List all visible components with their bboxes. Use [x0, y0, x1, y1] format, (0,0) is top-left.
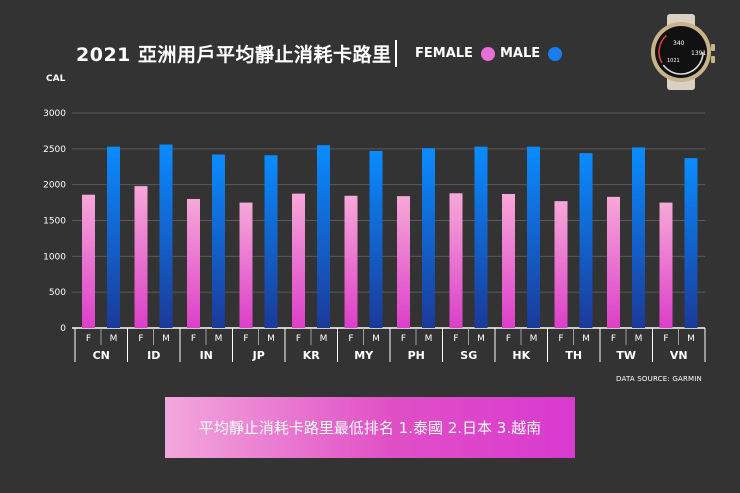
sub-label-male: M	[477, 334, 485, 344]
category-label-vn: VN	[670, 349, 688, 362]
sub-label-female: F	[296, 334, 301, 344]
sub-label-male: M	[582, 334, 590, 344]
bar-male-ph	[422, 148, 435, 328]
sub-label-female: F	[243, 334, 248, 344]
sub-label-female: F	[401, 334, 406, 344]
title-divider	[395, 40, 397, 67]
bar-male-sg	[474, 146, 488, 328]
y-tick-label: 500	[49, 288, 66, 298]
sub-label-female: F	[611, 334, 616, 344]
sub-label-male: M	[267, 334, 275, 344]
bar-female-jp	[239, 202, 253, 328]
legend-female: FEMALE	[415, 46, 495, 61]
legend-male: MALE	[500, 46, 563, 61]
bar-male-my	[369, 150, 383, 328]
ranking-banner: 平均靜止消耗卡路里最低排名 1.泰國 2.日本 3.越南	[165, 397, 575, 458]
sub-label-male: M	[320, 334, 328, 344]
y-tick-label: 1000	[43, 252, 66, 262]
bar-female-my	[344, 195, 358, 328]
category-label-in: IN	[200, 349, 213, 362]
category-label-th: TH	[565, 349, 582, 362]
sub-label-female: F	[506, 334, 511, 344]
category-label-jp: JP	[252, 349, 265, 362]
bar-male-vn	[684, 158, 698, 328]
sub-label-male: M	[110, 334, 118, 344]
sub-label-female: F	[663, 334, 668, 344]
bar-male-hk	[527, 146, 540, 328]
legend-male-dot	[548, 46, 563, 61]
sub-label-female: F	[191, 334, 196, 344]
bar-male-id	[159, 144, 173, 328]
category-label-id: ID	[147, 349, 160, 362]
sub-label-male: M	[215, 334, 223, 344]
bar-female-sg	[449, 193, 463, 328]
data-source: DATA SOURCE: GARMIN	[616, 375, 702, 383]
sub-label-male: M	[687, 334, 695, 344]
bar-female-th	[554, 201, 568, 328]
watch-value-left: 1021	[667, 58, 680, 64]
bar-male-tw	[632, 147, 645, 328]
bar-male-th	[579, 153, 593, 328]
watch-value-top: 340	[673, 40, 685, 47]
y-tick-label: 0	[60, 324, 66, 334]
legend-male-label: MALE	[500, 46, 541, 61]
category-label-ph: PH	[408, 349, 425, 362]
category-label-hk: HK	[512, 349, 530, 362]
bar-male-kr	[317, 145, 330, 328]
sub-label-female: F	[348, 334, 353, 344]
y-tick-label: 2000	[43, 181, 66, 191]
bar-female-hk	[502, 193, 515, 328]
bar-female-kr	[292, 193, 305, 328]
bar-male-in	[212, 154, 225, 328]
sub-label-male: M	[162, 334, 170, 344]
sub-label-male: M	[635, 334, 643, 344]
sub-label-female: F	[453, 334, 458, 344]
category-label-tw: TW	[616, 349, 636, 362]
bar-female-id	[134, 186, 148, 328]
bar-male-jp	[264, 155, 278, 328]
y-tick-label: 1500	[43, 217, 66, 227]
sub-label-female: F	[86, 334, 91, 344]
sub-label-female: F	[558, 334, 563, 344]
y-tick-label: 3000	[43, 109, 66, 119]
sub-label-female: F	[138, 334, 143, 344]
category-label-cn: CN	[93, 349, 110, 362]
watch-value-right: 1391	[691, 50, 706, 57]
bar-female-ph	[397, 196, 410, 328]
bar-female-cn	[82, 194, 95, 328]
bar-female-vn	[659, 202, 673, 328]
bar-female-tw	[607, 196, 620, 328]
bar-male-cn	[107, 146, 120, 328]
category-label-kr: KR	[303, 349, 321, 362]
legend-female-dot	[480, 46, 495, 61]
category-label-sg: SG	[460, 349, 477, 362]
sub-label-male: M	[425, 334, 433, 344]
category-label-my: MY	[354, 349, 374, 362]
y-tick-label: 2500	[43, 145, 66, 155]
sub-label-male: M	[530, 334, 538, 344]
legend-female-label: FEMALE	[415, 46, 473, 61]
bar-female-in	[187, 199, 200, 328]
sub-label-male: M	[372, 334, 380, 344]
ranking-banner-text: 平均靜止消耗卡路里最低排名 1.泰國 2.日本 3.越南	[198, 419, 542, 437]
chart-title: 2021 亞洲用戶平均靜止消耗卡路里	[76, 44, 392, 66]
smartwatch-image: 340 1391 1021	[651, 14, 715, 90]
y-axis-label: CAL	[46, 74, 66, 84]
